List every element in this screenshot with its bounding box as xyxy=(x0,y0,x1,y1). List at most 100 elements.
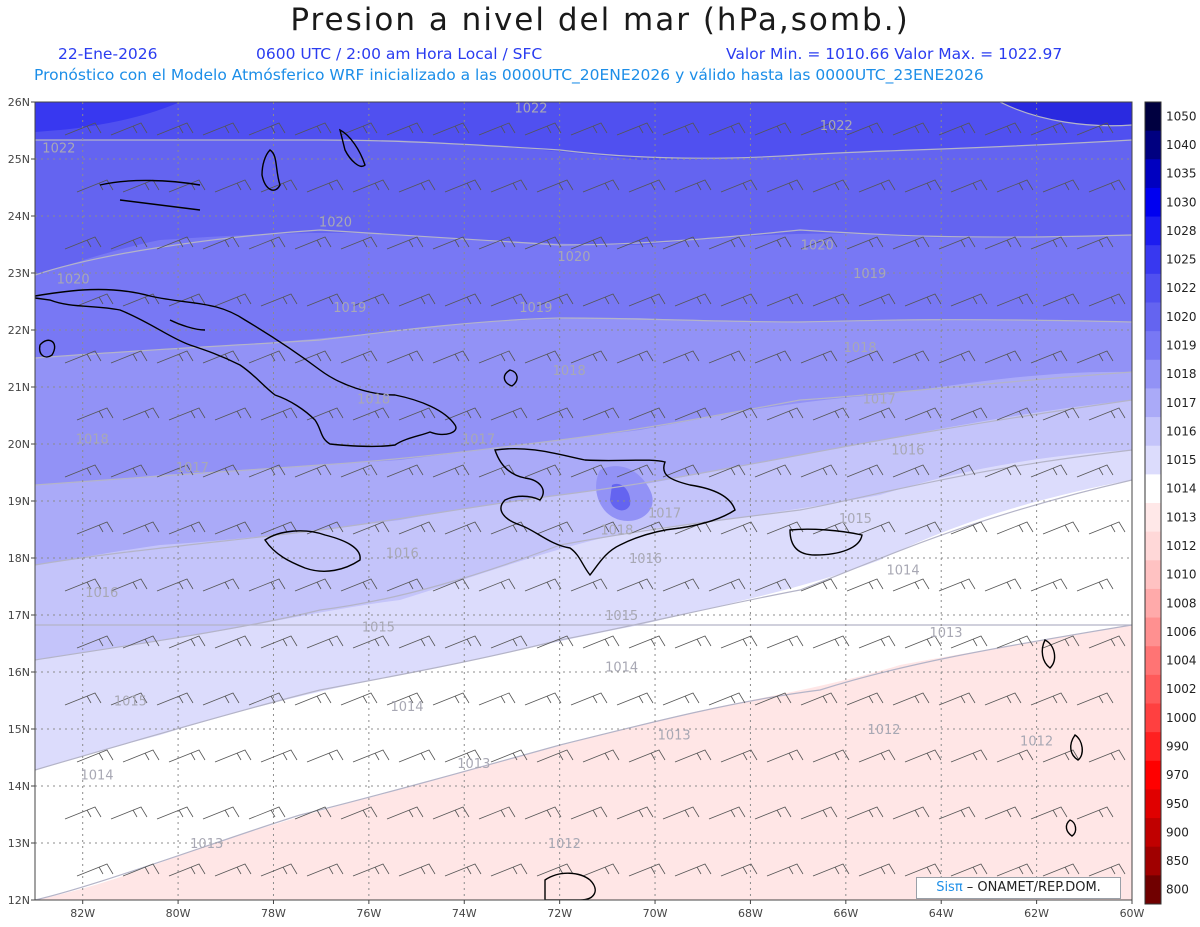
wind-barb xyxy=(720,179,758,193)
wind-barb xyxy=(1030,122,1068,136)
colorbar-swatch xyxy=(1145,789,1161,819)
wind-barb xyxy=(766,293,804,307)
wind-barb xyxy=(536,635,574,649)
wind-barb xyxy=(984,806,1022,820)
wind-barb xyxy=(904,407,942,421)
wind-barb xyxy=(156,236,194,250)
colorbar-label: 1016 xyxy=(1166,424,1197,438)
colorbar-swatch xyxy=(1145,760,1161,790)
lat-tick-label: 13N xyxy=(8,837,30,850)
wind-barb xyxy=(755,921,791,927)
wind-barb xyxy=(111,921,147,927)
lat-tick-label: 24N xyxy=(8,210,30,223)
colorbar-label: 1004 xyxy=(1166,654,1197,668)
wind-barb xyxy=(306,179,344,193)
wind-barb xyxy=(628,407,666,421)
lat-tick-label: 23N xyxy=(8,267,30,280)
wind-barb xyxy=(214,635,252,649)
wind-barb xyxy=(708,350,746,364)
wind-barb xyxy=(674,407,712,421)
isobar-label: 1012 xyxy=(548,837,581,852)
wind-barb xyxy=(478,578,516,592)
wind-barb xyxy=(536,293,574,307)
wind-barb xyxy=(709,921,745,927)
wind-barb xyxy=(260,407,298,421)
wind-barb xyxy=(892,578,930,592)
wind-barb xyxy=(570,806,608,820)
colorbar-label: 1013 xyxy=(1166,510,1197,524)
wind-barb xyxy=(156,692,194,706)
wind-barb xyxy=(800,464,838,478)
wind-barb xyxy=(76,179,114,193)
wind-barb xyxy=(570,350,608,364)
wind-barb xyxy=(904,749,942,763)
wind-barb xyxy=(616,350,654,364)
wind-barb xyxy=(490,407,528,421)
wind-barb xyxy=(64,464,102,478)
wind-barb xyxy=(352,179,390,193)
lon-tick-label: 68W xyxy=(738,907,763,920)
wind-barb xyxy=(812,179,850,193)
colorbar-swatch xyxy=(1145,674,1161,704)
isobar-label: 1018 xyxy=(76,432,109,447)
wind-barb xyxy=(938,692,976,706)
credit-org: – ONAMET/REP.DOM. xyxy=(962,880,1101,895)
wind-barb xyxy=(398,635,436,649)
martinique-outline xyxy=(1070,734,1083,761)
wind-barb xyxy=(524,578,562,592)
inagua-outline xyxy=(503,369,518,387)
isobar-label: 1012 xyxy=(867,723,900,738)
guadeloupe-outline xyxy=(1041,639,1056,669)
isobar-label: 1016 xyxy=(629,552,662,567)
colorbar-swatch xyxy=(1145,588,1161,619)
wind-barb xyxy=(950,749,988,763)
isobar-label: 1018 xyxy=(553,364,586,379)
wind-barb xyxy=(524,122,562,136)
wind-barb xyxy=(341,921,377,927)
wind-barb xyxy=(950,179,988,193)
puerto-rico-outline xyxy=(789,528,863,556)
wind-barb xyxy=(1030,692,1068,706)
wind-barb xyxy=(582,521,620,535)
wind-barb xyxy=(64,350,102,364)
lon-tick-label: 76W xyxy=(356,907,381,920)
colorbar-swatch xyxy=(1145,818,1161,848)
wind-barb xyxy=(1042,863,1080,877)
wind-barb xyxy=(720,635,758,649)
wind-barb xyxy=(306,521,344,535)
wind-barb xyxy=(800,236,838,250)
wind-barb xyxy=(1088,179,1126,193)
lon-tick-label: 62W xyxy=(1024,907,1049,920)
colorbar-swatch xyxy=(1145,503,1161,533)
wind-barb xyxy=(490,635,528,649)
wind-barb xyxy=(122,863,160,877)
wind-barb xyxy=(904,863,942,877)
isobar-label: 1019 xyxy=(853,267,886,282)
sis-brand: Sisπ xyxy=(936,880,963,895)
colorbar-label: 1022 xyxy=(1166,281,1197,295)
wind-barb xyxy=(663,921,699,927)
min-max-values: Valor Min. = 1010.66 Valor Max. = 1022.9… xyxy=(726,45,1063,63)
wind-barb xyxy=(708,692,746,706)
wind-barb xyxy=(720,863,758,877)
wind-barb xyxy=(168,749,206,763)
wind-barb xyxy=(110,350,148,364)
wind-barb xyxy=(892,350,930,364)
colorbar-swatch xyxy=(1145,474,1161,504)
wind-barb xyxy=(582,749,620,763)
wind-barb xyxy=(536,179,574,193)
wind-barb xyxy=(892,692,930,706)
wind-barb xyxy=(524,350,562,364)
colorbar-swatch xyxy=(1145,846,1161,876)
isobar-label: 1014 xyxy=(390,700,423,715)
wind-barb xyxy=(248,578,286,592)
wind-barb xyxy=(490,521,528,535)
eleuthera-outline xyxy=(338,128,366,167)
wind-barb xyxy=(996,179,1034,193)
wind-barb xyxy=(386,464,424,478)
wind-barb xyxy=(1030,464,1068,478)
wind-barb xyxy=(386,806,424,820)
wind-barb xyxy=(708,122,746,136)
wind-barb xyxy=(478,236,516,250)
wind-barb xyxy=(801,921,837,927)
